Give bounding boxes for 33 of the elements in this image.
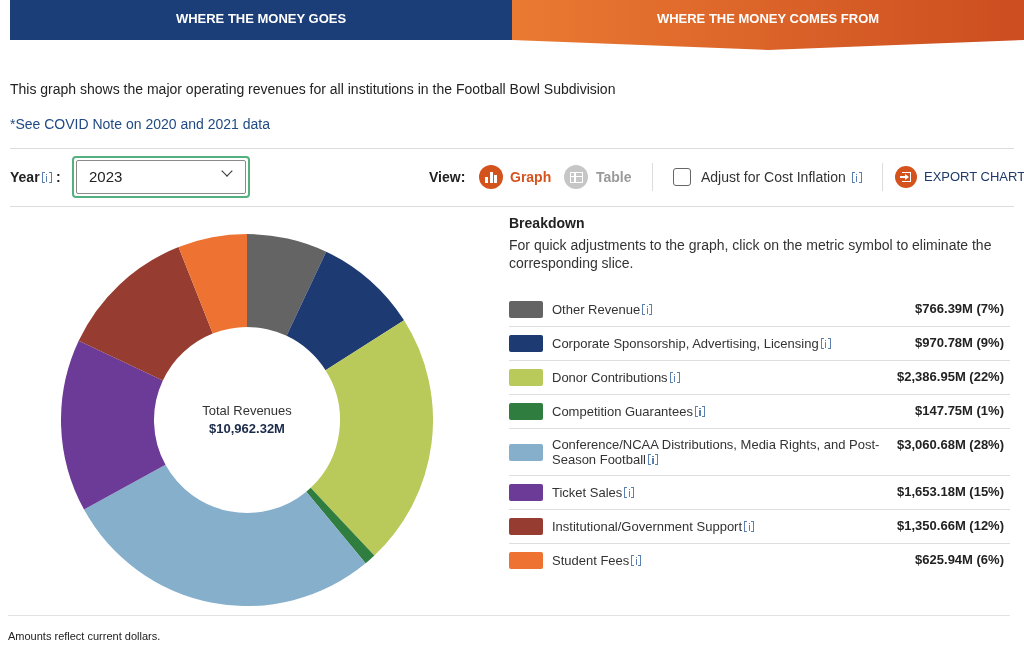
text: Table — [596, 169, 632, 185]
data-label: $1,350.66M (12%) — [897, 518, 1004, 533]
chart-subtitle: *See COVID Note on 2020 and 2021 data — [10, 116, 270, 132]
legend-title: Breakdown — [509, 215, 585, 231]
data-label: $970.78M (9%) — [915, 335, 1004, 350]
text: : — [56, 169, 61, 185]
text: Amounts reflect current dollars. — [8, 630, 161, 642]
legend-label: Corporate Sponsorship, Advertising, Licensing — [552, 336, 819, 351]
legend-label: Institutional/Government Support — [552, 519, 743, 534]
text: WHERE THE MONEY GOES — [175, 11, 347, 26]
data-label: $766.39M (7%) — [915, 301, 1004, 316]
text: View: — [429, 169, 466, 185]
legend-label: Ticket Sales — [552, 485, 623, 500]
data-label: $3,060.68M (28%) — [897, 437, 1004, 452]
text: $10,962.32M — [209, 421, 285, 436]
legend-label: Competition Guarantees — [552, 404, 693, 419]
legend-label: Conference/NCAA Distributions, Media Rights, and Post-Season Football — [552, 437, 880, 467]
legend-label: Other Revenue — [552, 302, 641, 317]
data-label: $625.94M (6%) — [915, 552, 1004, 567]
text: EXPORT CHART — [924, 169, 1024, 184]
legend-label: Student Fees — [552, 553, 630, 568]
text: 2023 — [89, 168, 123, 185]
text: Graph — [510, 169, 552, 185]
data-label: $2,386.95M (22%) — [897, 369, 1004, 384]
text: WHERE THE MONEY COMES FROM — [656, 11, 880, 26]
legend-label: Donor Contributions — [552, 370, 668, 385]
text: Total Revenues — [202, 403, 292, 418]
text: Adjust for Cost Inflation — [701, 169, 846, 185]
text: Year — [10, 169, 40, 185]
data-label: $147.75M (1%) — [915, 403, 1004, 418]
text: For quick adjustments to the graph, click on the metric symbol to eliminate the corresponding slice. — [509, 237, 992, 271]
chart-title: This graph shows the major operating revenues for all institutions in the Football Bowl Subdivision — [10, 81, 616, 97]
data-label: $1,653.18M (15%) — [897, 484, 1004, 499]
